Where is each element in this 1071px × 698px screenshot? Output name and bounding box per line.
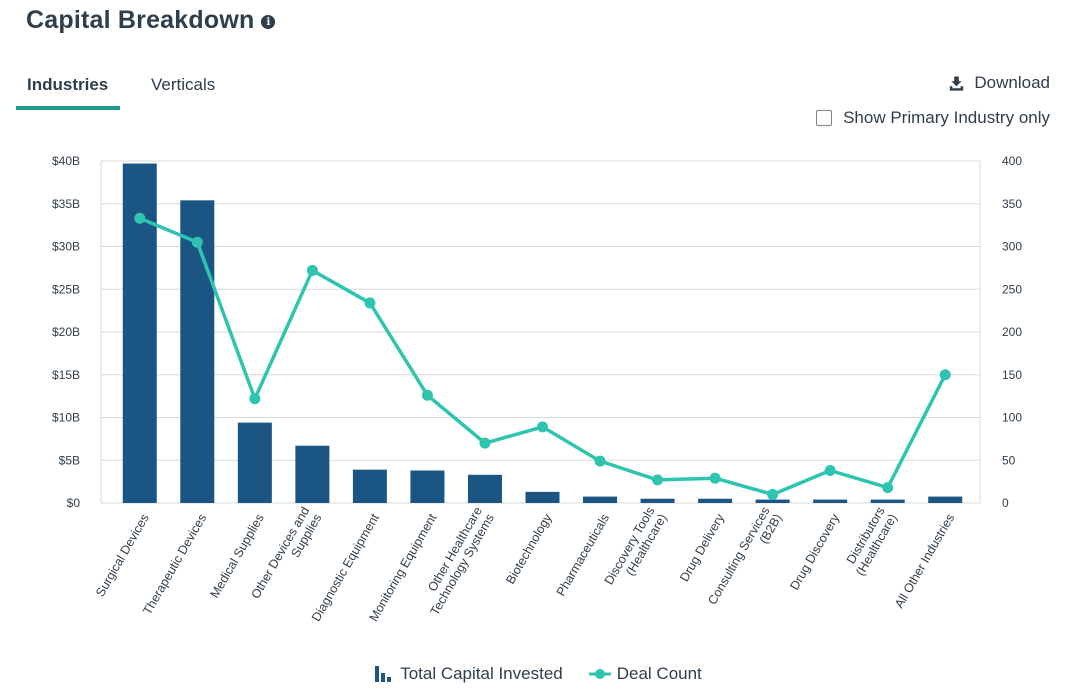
bar <box>640 498 675 503</box>
bar <box>295 445 330 503</box>
y-left-tick-label: $30B <box>52 240 80 254</box>
deal-count-point <box>421 389 433 401</box>
deal-count-point <box>767 488 779 500</box>
tab-industries[interactable]: Industries <box>27 75 109 94</box>
bar <box>180 200 215 503</box>
deal-count-point <box>479 437 491 449</box>
bar-chart-icon <box>375 666 392 682</box>
x-tick-label-line: Biotechnology <box>503 511 555 587</box>
x-tick-label: Discovery Tools(Healthcare) <box>602 505 670 595</box>
download-label: Download <box>974 73 1050 92</box>
capital-chart: $0 $5B $10B $15B $20B $25B $30B $35B $40B 0 50 100 1… <box>52 154 1022 624</box>
bar <box>410 470 445 503</box>
x-tick-label-line: Surgical Devices <box>93 512 152 600</box>
x-tick-label-line: Drug Discovery <box>787 511 842 593</box>
y-right-tick-label: 400 <box>1002 154 1022 168</box>
x-tick-label: Therapeutic Devices <box>140 512 209 618</box>
bar <box>698 498 733 503</box>
y-left-tick-label: $35B <box>52 197 80 211</box>
y-left-tick-label: $5B <box>59 453 80 467</box>
deal-count-point <box>824 465 836 477</box>
y-left-tick-label: $0 <box>67 496 81 510</box>
deal-count-point <box>594 455 606 467</box>
chart-legend: Total Capital Invested Deal Count <box>0 664 1071 684</box>
primary-industry-checkbox[interactable] <box>816 110 833 126</box>
deal-count-point <box>537 421 548 433</box>
bar <box>813 499 848 503</box>
legend-deal-count-label: Deal Count <box>616 664 702 683</box>
x-tick-label: All Other Industries <box>892 512 957 611</box>
info-icon[interactable]: i <box>261 15 276 29</box>
legend-total-capital[interactable]: Total Capital Invested <box>375 664 563 684</box>
deal-count-point <box>652 474 664 486</box>
bar <box>467 474 502 503</box>
deal-count-point <box>191 236 203 248</box>
x-tick-label-line: Therapeutic Devices <box>140 512 209 618</box>
y-right-tick-label: 0 <box>1002 496 1009 510</box>
y-right-tick-label: 150 <box>1002 368 1022 382</box>
deal-count-point <box>939 369 951 381</box>
bar <box>870 499 905 503</box>
bar <box>928 496 963 503</box>
y-right-tick-label: 100 <box>1002 411 1022 425</box>
y-left-tick-label: $15B <box>52 368 80 382</box>
x-tick-label: Biotechnology <box>503 511 555 587</box>
primary-industry-toggle[interactable]: Show Primary Industry only <box>816 108 1050 128</box>
tab-verticals[interactable]: Verticals <box>151 75 216 94</box>
bar <box>583 496 618 503</box>
deal-count-point <box>134 212 146 224</box>
y-left-tick-label: $20B <box>52 325 80 339</box>
y-left-tick-label: $40B <box>52 154 80 168</box>
y-right-tick-label: 250 <box>1002 282 1022 296</box>
deal-count-point <box>709 472 721 484</box>
bar <box>237 422 272 503</box>
y-right-tick-label: 50 <box>1002 453 1016 467</box>
x-tick-label: Pharmaceuticals <box>554 512 612 599</box>
download-button[interactable]: Download <box>949 73 1050 93</box>
bar <box>755 499 790 503</box>
x-tick-label-line: All Other Industries <box>892 512 957 611</box>
page-title: Capital Breakdown i <box>26 6 276 35</box>
y-left-tick-label: $10B <box>52 411 80 425</box>
download-icon <box>950 76 964 91</box>
x-tick-label: Distributors(Healthcare) <box>841 505 900 579</box>
y-right-tick-label: 300 <box>1002 240 1022 254</box>
x-tick-label: Drug Discovery <box>787 511 842 593</box>
bar <box>525 491 560 503</box>
line-chart-icon <box>588 669 611 679</box>
x-tick-label: Surgical Devices <box>93 512 152 600</box>
y-right-tick-label: 200 <box>1002 325 1022 339</box>
primary-industry-label: Show Primary Industry only <box>843 108 1050 127</box>
bar <box>352 469 387 503</box>
legend-deal-count[interactable]: Deal Count <box>588 664 702 684</box>
active-tab-indicator <box>16 106 120 110</box>
deal-count-point <box>364 297 376 309</box>
legend-total-capital-label: Total Capital Invested <box>400 664 563 683</box>
deal-count-point <box>249 393 261 405</box>
deal-count-point <box>306 264 318 276</box>
deal-count-point <box>882 482 894 494</box>
y-right-tick-label: 350 <box>1002 197 1022 211</box>
x-tick-label-line: Pharmaceuticals <box>554 512 612 599</box>
page-title-text: Capital Breakdown <box>26 6 255 34</box>
y-left-tick-label: $25B <box>52 282 80 296</box>
